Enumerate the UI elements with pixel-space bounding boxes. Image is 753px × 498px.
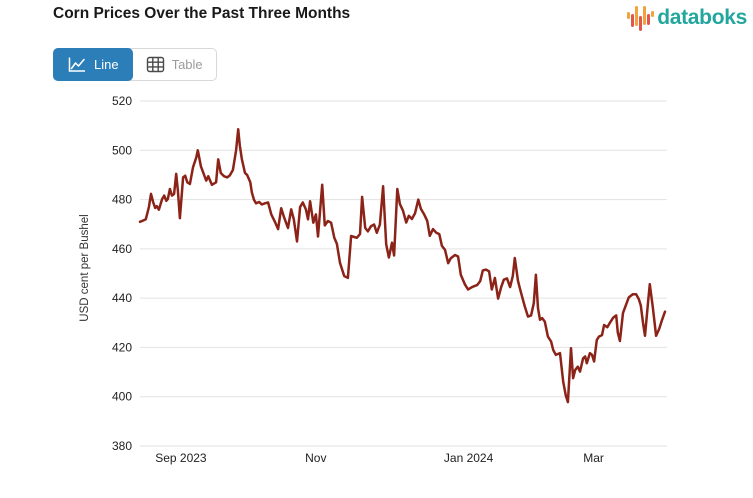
y-tick-label: 460 [112,242,132,256]
databoks-bars-icon [627,4,655,32]
y-tick-label: 480 [112,193,132,207]
y-tick-label: 400 [112,390,132,404]
page-title: Corn Prices Over the Past Three Months [53,5,351,22]
x-tick-label: Sep 2023 [155,451,207,465]
y-tick-label: 380 [112,439,132,453]
databoks-logo[interactable]: databoks [627,4,747,32]
price-line-series [138,128,667,404]
x-tick-label: Jan 2024 [444,451,494,465]
x-tick-label: Mar [583,451,604,465]
line-view-button[interactable]: Line [53,48,133,81]
line-view-label: Line [94,57,119,72]
table-icon [146,56,165,73]
y-tick-label: 520 [112,94,132,108]
x-tick-label: Nov [305,451,326,465]
line-chart-icon [67,56,87,73]
databoks-logo-text: databoks [657,6,747,29]
y-axis-title: USD cent per Bushel [79,214,91,322]
y-tick-label: 500 [112,143,132,157]
y-tick-label: 420 [112,340,132,354]
table-view-label: Table [171,57,203,72]
table-view-button[interactable]: Table [133,49,216,80]
y-tick-label: 440 [112,291,132,305]
view-toggle-group: Line Table [53,48,217,81]
